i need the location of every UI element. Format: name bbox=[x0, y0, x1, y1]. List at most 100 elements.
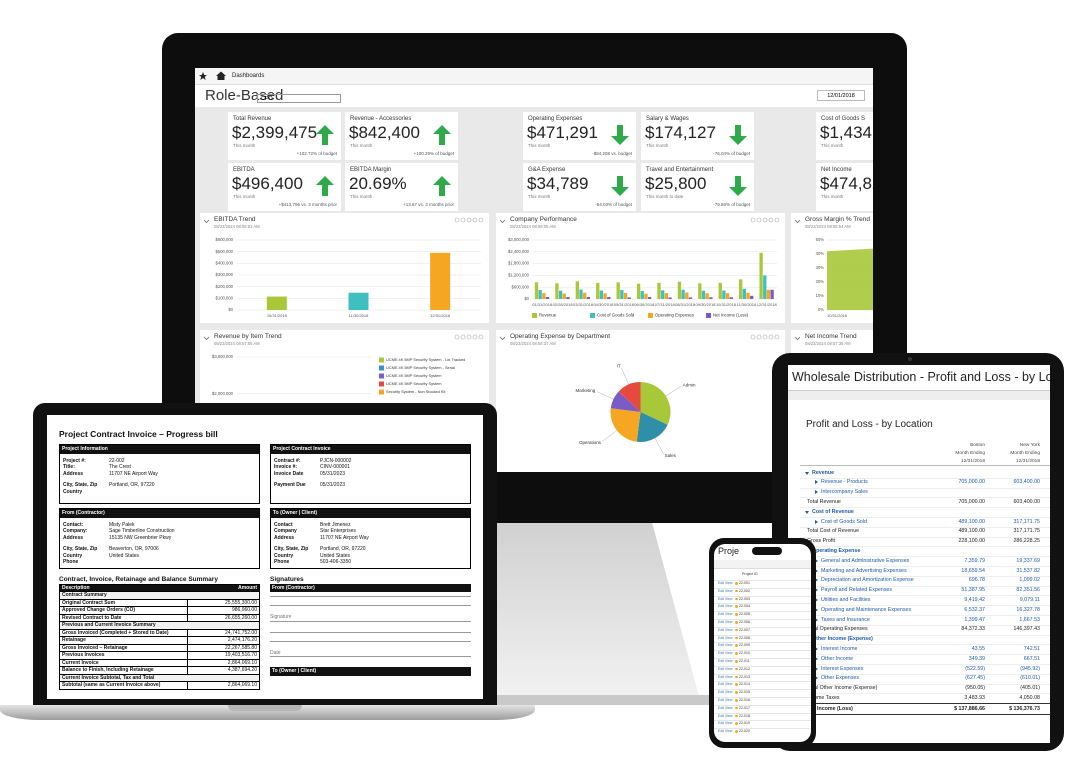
row-rule bbox=[714, 650, 811, 652]
expand-caret bbox=[815, 676, 818, 681]
expand-caret bbox=[805, 471, 809, 475]
collapse-chevron bbox=[203, 336, 210, 341]
row-rule bbox=[714, 603, 811, 605]
row-action[interactable]: View bbox=[725, 690, 733, 695]
chart-timestamp: 08/23/2024 08:59:05 AM bbox=[510, 224, 556, 229]
legend-swatch bbox=[532, 313, 537, 318]
row-action[interactable]: Edit bbox=[718, 612, 725, 617]
row-amount: 2,864,069.10 bbox=[187, 682, 259, 689]
row-action[interactable]: Edit bbox=[718, 588, 725, 593]
status-dot bbox=[735, 636, 738, 640]
kpi-period: This month bbox=[821, 194, 844, 199]
row-action[interactable]: Edit bbox=[718, 635, 725, 640]
row-action[interactable]: Edit bbox=[718, 690, 725, 695]
row-value: 82,351.56 bbox=[1016, 587, 1040, 594]
role-select[interactable]: CFO bbox=[257, 94, 341, 103]
row-action[interactable]: View bbox=[725, 651, 733, 656]
row-rule bbox=[714, 697, 811, 698]
row-action[interactable]: View bbox=[725, 682, 733, 687]
row-action[interactable]: Edit bbox=[718, 651, 725, 656]
block-header: Project Contract Invoice bbox=[271, 445, 470, 454]
row-label: Gross Invoiced – Retainage bbox=[62, 644, 128, 651]
row-action[interactable]: Edit bbox=[718, 705, 725, 710]
row-action[interactable]: Edit bbox=[718, 581, 725, 585]
row-action[interactable]: View bbox=[725, 581, 733, 585]
row-action[interactable]: View bbox=[725, 627, 733, 632]
row-action[interactable]: Edit bbox=[718, 659, 725, 663]
row-action[interactable]: View bbox=[725, 643, 733, 648]
bar bbox=[623, 292, 628, 299]
panel-tool bbox=[466, 217, 472, 223]
y-tick-label: 0% bbox=[818, 307, 824, 312]
row-action[interactable]: View bbox=[725, 635, 733, 640]
legend-label: UCME 4K 5MP Security System bbox=[386, 373, 442, 378]
row-action[interactable]: View bbox=[725, 596, 733, 601]
row-action[interactable]: View bbox=[725, 698, 733, 702]
row-action[interactable]: Edit bbox=[718, 596, 725, 601]
row-value: (627.45) bbox=[965, 675, 985, 682]
collapse-chevron bbox=[794, 219, 801, 224]
field-label: Contract #: bbox=[274, 457, 301, 464]
kpi-value: $842,400 bbox=[349, 123, 420, 142]
row-action[interactable]: View bbox=[725, 721, 733, 726]
row-action[interactable]: Edit bbox=[718, 604, 725, 609]
arrow-shape bbox=[433, 125, 451, 145]
report-row: Gross Profit 228,100.00 286,228.25 bbox=[800, 537, 1050, 548]
field-label: Country bbox=[63, 552, 83, 559]
kpi-note: -76.04% of budget bbox=[713, 151, 750, 156]
report-subtitle: Profit and Loss - by Location bbox=[806, 419, 933, 430]
row-value: 3,483.93 bbox=[964, 694, 985, 701]
row-action[interactable]: View bbox=[725, 612, 733, 617]
row-action[interactable]: View bbox=[725, 705, 733, 710]
row-action[interactable]: Edit bbox=[718, 666, 725, 671]
chart-panel: Gross Margin % Trend 08/23/2024 08:56:54 … bbox=[791, 213, 873, 323]
row-amount: 26,655,260.00 bbox=[187, 614, 259, 622]
row-action[interactable]: View bbox=[725, 674, 733, 679]
row-action[interactable]: View bbox=[725, 659, 733, 663]
chart-timestamp: 08/23/2024 08:57:38 AM bbox=[805, 341, 851, 346]
row-action[interactable]: Edit bbox=[718, 627, 725, 632]
row-label: Depreciation and Amortization Expense bbox=[821, 577, 914, 584]
row-action[interactable]: Edit bbox=[718, 729, 725, 734]
report-row: Intercompany Sales bbox=[800, 488, 1050, 499]
row-action[interactable]: View bbox=[725, 666, 733, 671]
row-action[interactable]: Edit bbox=[718, 643, 725, 648]
row-action[interactable]: View bbox=[725, 713, 733, 718]
expand-caret bbox=[815, 597, 818, 602]
y-tick-label: $1,200,000 bbox=[508, 273, 530, 278]
row-action[interactable]: Edit bbox=[718, 620, 725, 624]
row-action[interactable]: View bbox=[725, 620, 733, 624]
summary-row: Previous Invoices 19,403,516.70 bbox=[60, 651, 259, 659]
row-value: 489,100.00 bbox=[958, 518, 985, 525]
report-row: Taxes and Insurance 1,399.47 1,667.53 bbox=[800, 615, 1050, 626]
date-box[interactable]: 12/01/2018 bbox=[817, 90, 865, 101]
legend-label: Security System - Non Stocked Kit bbox=[386, 389, 446, 394]
kpi-value: $34,789 bbox=[527, 174, 589, 193]
arrow-shape bbox=[729, 125, 747, 145]
row-action[interactable]: Edit bbox=[718, 698, 725, 702]
row-action[interactable]: Edit bbox=[718, 674, 725, 679]
bar bbox=[579, 289, 583, 299]
row-action[interactable]: View bbox=[725, 604, 733, 609]
row-rule bbox=[714, 587, 811, 589]
field-value: Portland, OR, 97220 bbox=[109, 482, 155, 489]
kpi-value: $471,291 bbox=[527, 123, 598, 142]
bar bbox=[742, 288, 747, 299]
bar bbox=[729, 297, 733, 299]
row-rule bbox=[714, 665, 811, 667]
row-label: Other Income (Expense) bbox=[812, 636, 873, 643]
row-action[interactable]: Edit bbox=[718, 721, 725, 726]
status-dot bbox=[735, 605, 738, 608]
row-action[interactable]: View bbox=[725, 588, 733, 593]
row-action[interactable]: Edit bbox=[718, 713, 725, 718]
row-action[interactable]: Edit bbox=[718, 682, 725, 687]
trend-arrow bbox=[316, 125, 334, 145]
signature-label: Signature bbox=[270, 614, 471, 622]
panel-tool bbox=[750, 217, 756, 223]
expand-caret bbox=[815, 646, 818, 651]
report-row: Other Income 349.39 667.51 bbox=[800, 654, 1050, 665]
row-label: Total Cost of Revenue bbox=[807, 528, 860, 535]
summary-row: Approved Change Orders (CO) 986,960.00 bbox=[60, 606, 259, 614]
row-action[interactable]: View bbox=[725, 729, 733, 734]
signature-header: From (Contractor) bbox=[270, 583, 471, 593]
